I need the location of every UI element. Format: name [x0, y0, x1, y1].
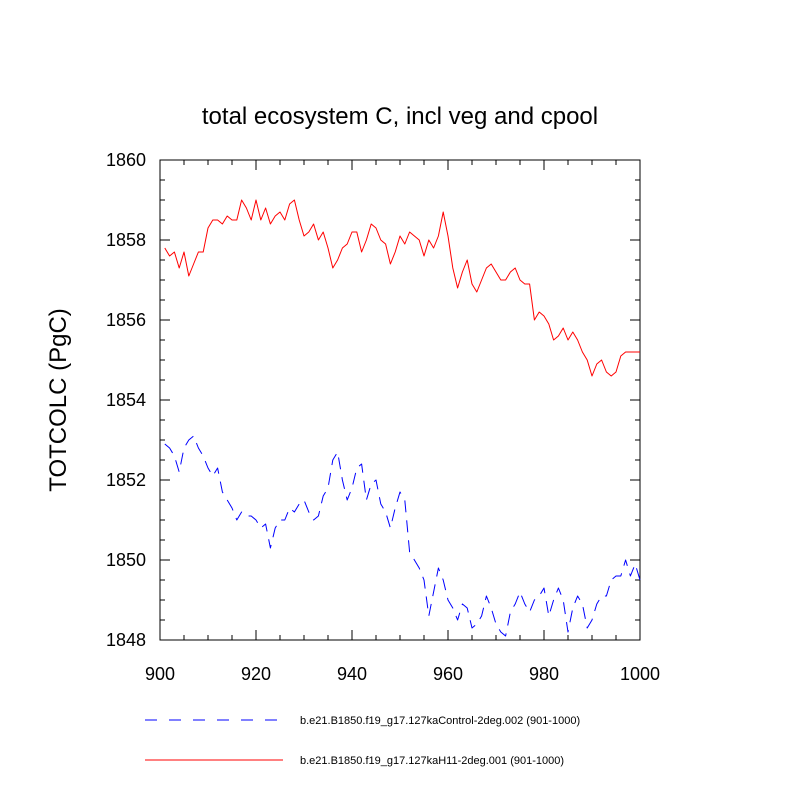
y-tick-label: 1856: [106, 310, 146, 330]
legend-label: b.e21.B1850.f19_g17.127kaH11-2deg.001 (9…: [300, 755, 564, 767]
y-axis-label: TOTCOLC (PgC): [45, 308, 72, 492]
y-tick-label: 1858: [106, 230, 146, 250]
series-layer: [164, 199, 641, 637]
axes-layer: 900 920 940 960 980 1000 1848 1850 1852 1854 1856 1…: [106, 150, 660, 684]
x-tick-label: 900: [145, 664, 175, 684]
series-line-h11: [164, 199, 640, 377]
y-tick-label: 1852: [106, 470, 146, 490]
y-tick-label: 1860: [106, 150, 146, 170]
legend: b.e21.B1850.f19_g17.127kaControl-2deg.00…: [145, 715, 580, 767]
x-tick-label: 920: [241, 664, 271, 684]
series-line-control: [164, 435, 641, 637]
chart-title: total ecosystem C, incl veg and cpool: [202, 103, 598, 130]
y-tick-label: 1848: [106, 630, 146, 650]
legend-label: b.e21.B1850.f19_g17.127kaControl-2deg.00…: [300, 715, 580, 727]
y-tick-label: 1850: [106, 550, 146, 570]
x-tick-label: 940: [337, 664, 367, 684]
x-tick-label: 960: [433, 664, 463, 684]
plot-frame: [159, 159, 641, 641]
x-tick-label: 1000: [620, 664, 660, 684]
y-tick-label: 1854: [106, 390, 146, 410]
x-tick-label: 980: [529, 664, 559, 684]
